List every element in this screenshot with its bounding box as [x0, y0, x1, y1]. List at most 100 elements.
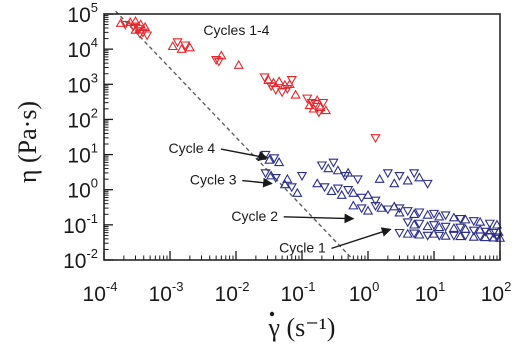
data-point — [370, 202, 381, 212]
data-point — [292, 187, 303, 197]
annotation-label: Cycle 1 — [279, 239, 326, 255]
data-point — [394, 204, 405, 214]
x-tick-label: 10-1 — [281, 279, 316, 306]
data-point — [269, 154, 280, 164]
data-point — [434, 222, 445, 232]
data-point — [491, 233, 503, 243]
data-point — [286, 183, 297, 193]
reference-slope-line — [115, 10, 354, 261]
data-point — [468, 217, 479, 227]
data-point — [460, 223, 471, 233]
data-point — [328, 158, 339, 168]
data-point — [336, 189, 347, 199]
data-point — [448, 222, 460, 232]
data-point — [440, 230, 451, 240]
data-point — [428, 221, 440, 231]
annotation-arrow — [242, 177, 273, 188]
x-tick-label: 101 — [415, 279, 446, 306]
annotation-arrow — [331, 227, 392, 250]
data-point — [326, 186, 337, 196]
series-red-markers — [115, 15, 381, 144]
data-point — [460, 214, 471, 224]
data-point — [216, 50, 227, 60]
annotation-label: Cycle 3 — [190, 172, 237, 188]
data-point — [455, 223, 466, 233]
plot-frame — [103, 13, 501, 261]
x-axis-title: γ (s⁻¹) — [268, 313, 336, 342]
data-point — [408, 219, 420, 229]
data-point — [130, 15, 141, 25]
data-point — [137, 28, 149, 38]
data-point — [233, 59, 244, 69]
x-tick-label: 102 — [481, 279, 512, 306]
x-tick-label: 10-3 — [149, 279, 184, 306]
data-point — [422, 221, 433, 231]
data-point — [260, 169, 271, 179]
data-point — [332, 165, 344, 175]
data-point — [414, 172, 425, 182]
data-point — [414, 219, 425, 229]
y-tick-label: 103 — [67, 70, 98, 97]
data-point — [304, 100, 315, 110]
data-point — [491, 219, 503, 229]
data-point — [394, 207, 405, 217]
data-point — [270, 173, 281, 183]
data-point — [134, 29, 146, 39]
data-point — [313, 108, 324, 118]
data-point — [139, 21, 151, 31]
data-point — [370, 196, 381, 206]
data-point — [414, 229, 425, 239]
data-point — [290, 89, 301, 99]
y-tick-label: 100 — [67, 176, 98, 203]
data-point — [408, 229, 420, 239]
data-point — [468, 231, 479, 241]
data-point — [310, 100, 321, 110]
data-point — [434, 231, 445, 241]
data-point — [282, 84, 293, 94]
data-point — [440, 222, 451, 232]
data-point — [348, 200, 359, 210]
data-point — [352, 175, 363, 185]
data-points — [115, 15, 506, 243]
data-point — [316, 161, 328, 171]
data-point — [135, 19, 146, 29]
axis-ticks: 10-4 10-3 10-2 10-1 100 101 102 105 104 103 102 101… — [63, 0, 511, 306]
y-tick-label: 104 — [67, 35, 98, 62]
data-point — [130, 24, 141, 34]
data-point — [389, 178, 400, 188]
annotation-label: Cycles 1-4 — [203, 22, 269, 38]
data-point — [374, 173, 385, 183]
data-point — [348, 187, 359, 197]
data-point — [312, 178, 323, 188]
data-point — [394, 172, 405, 182]
data-point — [167, 41, 178, 51]
data-point — [488, 232, 499, 242]
data-point — [270, 86, 281, 96]
data-point — [315, 102, 326, 112]
data-point — [402, 228, 413, 238]
data-point — [480, 227, 491, 237]
data-point — [318, 98, 329, 108]
data-point — [356, 204, 367, 214]
data-point — [422, 231, 433, 241]
y-tick-label: 10-2 — [63, 246, 98, 273]
data-point — [370, 134, 381, 144]
x-tick-label: 10-2 — [215, 279, 250, 306]
reference-layer — [115, 10, 354, 261]
data-point — [440, 211, 451, 221]
y-tick-label: 102 — [67, 105, 98, 132]
data-point — [422, 179, 433, 189]
annotation-arrow — [283, 213, 355, 224]
x-tick-label: 10-4 — [83, 279, 118, 306]
data-point — [172, 38, 183, 48]
data-point — [180, 41, 191, 51]
data-point — [342, 167, 354, 177]
y-tick-label: 105 — [67, 0, 98, 27]
data-point — [484, 219, 495, 229]
data-point — [402, 218, 413, 228]
data-point — [210, 56, 222, 66]
x-label-dot — [269, 311, 275, 317]
x-tick-label: 100 — [349, 279, 380, 306]
data-point — [455, 214, 466, 224]
